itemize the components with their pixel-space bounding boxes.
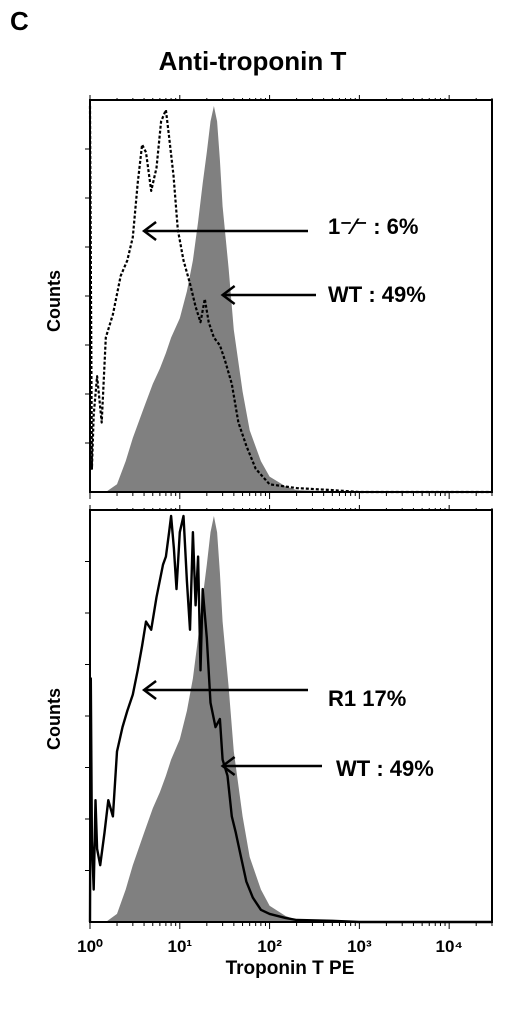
x-tick-label: 10¹ [168,937,193,956]
bottom-annotation-wt: WT : 49% [336,756,434,781]
top-annotation-knockout: 1⁻⁄⁻ : 6% [328,214,419,239]
bottom-annotation-arrow-head [220,756,236,776]
x-tick-label: 10⁴ [435,937,462,956]
chart-title: Anti-troponin T [158,46,347,76]
x-tick-label: 10² [257,937,282,956]
top-wt-histogram-fill [90,106,492,492]
bottom-r1-histogram-line [88,514,492,924]
top-annotation-arrow-head [141,221,157,241]
x-axis-label: Troponin T PE [225,958,355,979]
panel-letter: C [10,6,29,36]
x-tick-label: 10⁰ [77,937,103,956]
x-tick-label: 10³ [347,937,372,956]
bottom-wt-histogram-fill [90,516,492,922]
top-annotation-arrow-head [220,285,236,305]
top-annotation-wt: WT : 49% [328,282,426,307]
bottom-annotation-arrow-head [141,680,157,700]
top-knockout-histogram-line [88,105,492,494]
bottom-annotation-r1: R1 17% [328,686,407,711]
